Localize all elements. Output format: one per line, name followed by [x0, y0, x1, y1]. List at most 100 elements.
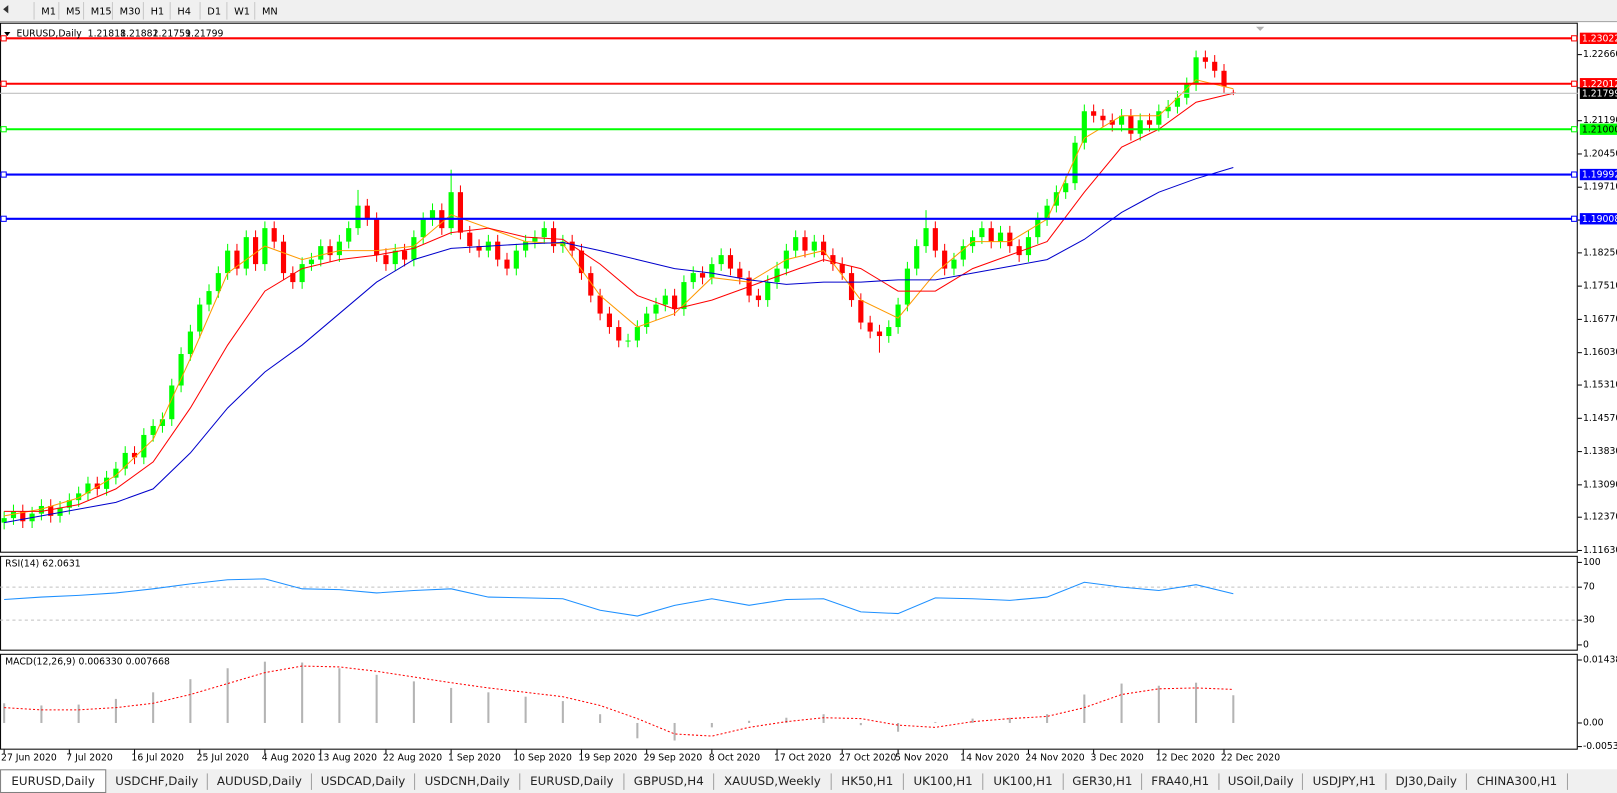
tab[interactable]: UK100,H1: [913, 774, 972, 788]
tab[interactable]: USDCNH,Daily: [425, 774, 510, 788]
x-tick-label: 24 Nov 2020: [1025, 752, 1084, 763]
tab[interactable]: XAUUSD,Weekly: [724, 774, 821, 788]
tab[interactable]: CHINA300,H1: [1477, 774, 1557, 788]
y-tick-label: 1.16030: [1583, 347, 1617, 358]
candle-body: [280, 241, 287, 274]
x-tick-label: 1 Sep 2020: [448, 752, 501, 763]
level-label: 1.19992: [1582, 170, 1617, 181]
candle-body: [765, 282, 771, 301]
candle-body: [513, 250, 519, 269]
candle-body: [1193, 57, 1199, 85]
signal-line: [4, 665, 1234, 737]
tab[interactable]: EURUSD,Daily: [530, 774, 613, 788]
y-tick-label: 1.22660: [1583, 49, 1617, 60]
y-tick-label: 1.19710: [1583, 182, 1617, 193]
candle-body: [448, 192, 454, 229]
candle-body: [1165, 106, 1171, 112]
level-label-bg: [1579, 213, 1617, 225]
tab[interactable]: GBPUSD,H4: [634, 774, 704, 788]
tab[interactable]: AUDUSD,Daily: [217, 774, 302, 788]
candle-body: [178, 354, 184, 386]
candle-body: [876, 331, 883, 337]
timeframe-button[interactable]: W1: [234, 6, 250, 17]
x-tick-label: 22 Aug 2020: [383, 752, 442, 763]
timeframe-button[interactable]: M5: [66, 6, 81, 17]
timeframe-button[interactable]: D1: [207, 6, 221, 17]
candle-body: [234, 250, 240, 269]
candle-body: [476, 246, 482, 251]
candle-body: [802, 237, 808, 251]
indicator-title: RSI(14): [5, 559, 39, 570]
candle-body: [997, 232, 1004, 242]
candle-body: [420, 219, 426, 238]
timeframe-button[interactable]: H4: [177, 6, 191, 17]
timeframe-button[interactable]: M1: [41, 6, 56, 17]
candle-body: [895, 304, 901, 328]
tab-bar-bg: [0, 769, 1617, 793]
level-label-bg: [1579, 168, 1617, 181]
candle-body: [653, 304, 659, 314]
candle-body: [429, 210, 436, 220]
moving-average: [4, 166, 1234, 524]
level-handle: [0, 80, 7, 87]
candle-body: [979, 228, 985, 238]
candle-body: [308, 259, 315, 265]
candle-body: [839, 264, 845, 274]
candle-body: [271, 228, 277, 242]
candle-body: [709, 264, 715, 278]
candle-body: [848, 273, 855, 301]
candle-body: [10, 511, 17, 519]
timeframe-button[interactable]: M15: [91, 6, 112, 17]
x-tick-label: 27 Oct 2020: [839, 752, 896, 763]
candle-body: [225, 250, 231, 274]
level-handle: [0, 35, 7, 42]
candle-body: [867, 322, 873, 332]
candle-body: [104, 477, 110, 489]
level-label: 1.19008: [1582, 214, 1617, 225]
tab[interactable]: USDCHF,Daily: [115, 774, 198, 788]
tab[interactable]: HK50,H1: [841, 774, 893, 788]
candle-body: [942, 250, 948, 269]
candle-body: [1137, 120, 1143, 134]
tab[interactable]: EURUSD,Daily: [11, 774, 94, 788]
level-label-bg: [1579, 123, 1617, 135]
x-tick-label: 13 Aug 2020: [318, 752, 377, 763]
candle-body: [1146, 120, 1153, 125]
chart-title: EURUSD,Daily: [17, 29, 83, 40]
candle-body: [1025, 237, 1032, 256]
tab[interactable]: DJ30,Daily: [1395, 774, 1456, 788]
level-handle: [1571, 215, 1578, 222]
y-tick-label: 1.21190: [1583, 115, 1617, 126]
shift-marker: [1256, 26, 1265, 31]
timeframe-button[interactable]: H1: [151, 6, 165, 17]
x-tick-label: 10 Sep 2020: [513, 752, 572, 763]
candle-body: [811, 241, 817, 251]
y-tick-label: 1.17510: [1583, 281, 1617, 292]
candle-body: [960, 246, 966, 260]
tab[interactable]: USOil,Daily: [1228, 774, 1294, 788]
candle-body: [290, 273, 296, 283]
tab[interactable]: FRA40,H1: [1151, 774, 1209, 788]
tab[interactable]: GER30,H1: [1072, 774, 1132, 788]
y-tick-label: 70: [1583, 582, 1595, 593]
timeframe-button[interactable]: M30: [120, 6, 141, 17]
tab-bar: EURUSD,Daily USDCHF,Daily AUDUSD,Daily USDC…: [0, 769, 1617, 793]
candle-body: [383, 255, 389, 265]
candle-body: [318, 246, 324, 260]
y-tick-label: 0: [1583, 639, 1589, 650]
candle-body: [159, 419, 166, 426]
timeframe-button[interactable]: MN: [262, 6, 278, 17]
tab[interactable]: USDCAD,Daily: [321, 774, 406, 788]
x-tick-label: 7 Jul 2020: [66, 752, 113, 763]
level-handle: [1571, 171, 1578, 178]
candle-body: [1, 518, 7, 523]
tab[interactable]: UK100,H1: [993, 774, 1052, 788]
candle-body: [76, 493, 82, 501]
tab[interactable]: USDJPY,H1: [1313, 774, 1376, 788]
candle-body: [737, 268, 743, 278]
candle-body: [150, 425, 156, 435]
collapse-icon: [4, 31, 11, 37]
x-tick-label: 12 Dec 2020: [1156, 752, 1215, 763]
candle-body: [57, 507, 63, 516]
